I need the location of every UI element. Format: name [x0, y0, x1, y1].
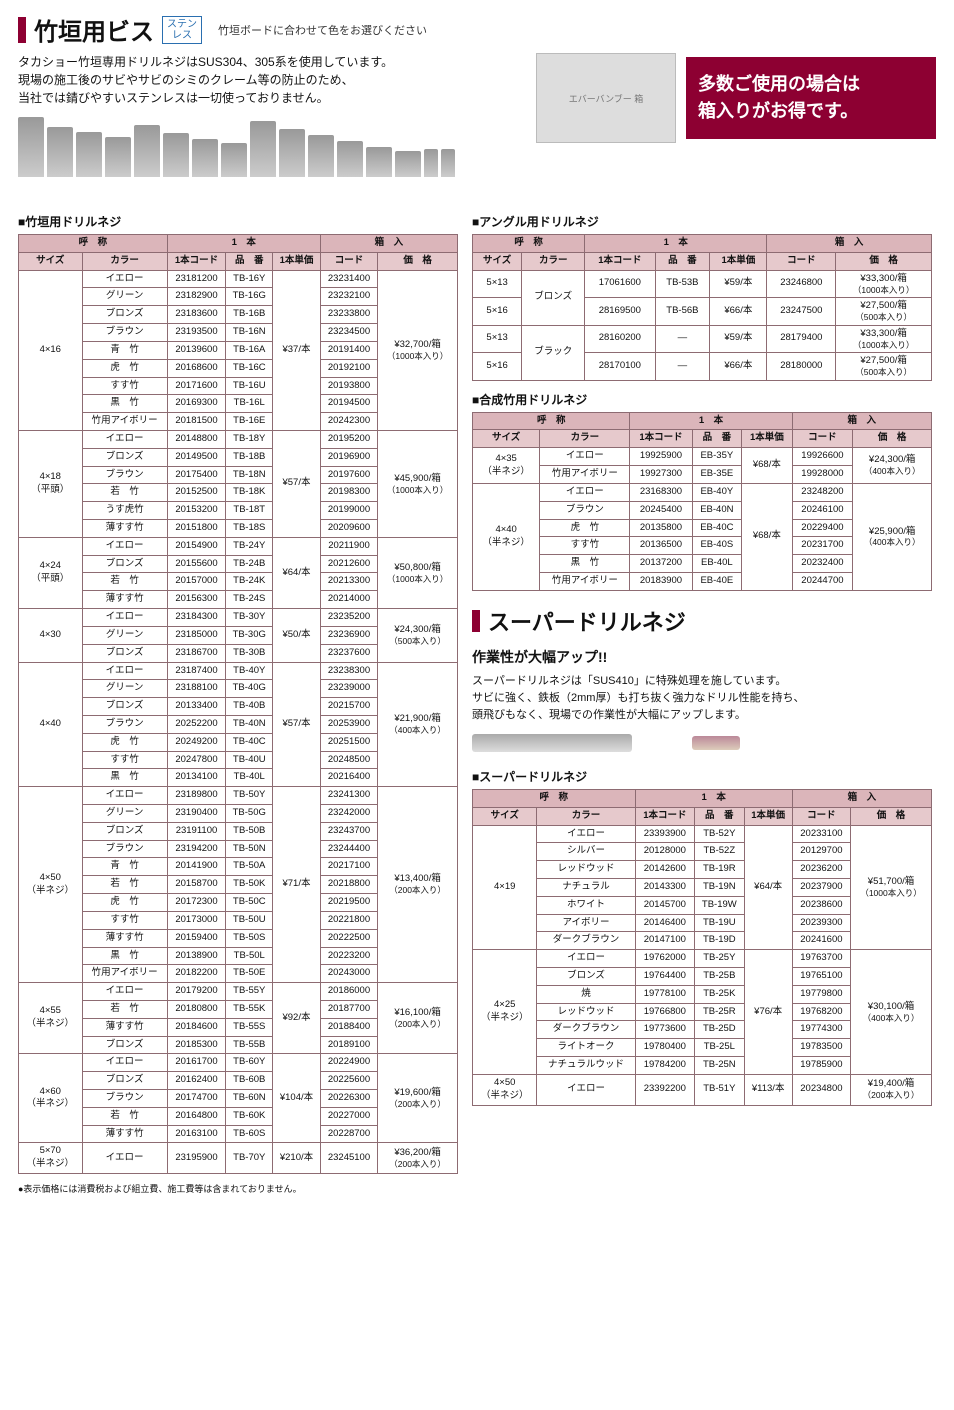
table-row: 4×19イエロー23393900TB-52Y¥64/本20233100¥51,7…: [473, 825, 932, 843]
super-drill-lead: 作業性が大幅アップ!!: [472, 647, 932, 667]
section-title-angle: ■アングル用ドリルネジ: [472, 213, 932, 230]
table-row: 5×70（半ネジ）イエロー23195900TB-70Y¥210/本2324510…: [19, 1143, 458, 1174]
promo-block: エバーバンブー 箱 多数ご使用の場合は 箱入りがお得です。: [536, 53, 936, 143]
screw-long-icon: [472, 734, 632, 752]
title-note: 竹垣ボードに合わせて色をお選びください: [218, 22, 427, 38]
table-row: 4×40イエロー23187400TB-40Y¥57/本23238300¥21,9…: [19, 662, 458, 680]
table-row: 4×55（半ネジ）イエロー20179200TB-55Y¥92/本20186000…: [19, 983, 458, 1001]
table-angle-drill: 呼 称1 本箱 入 サイズカラー1本コード品 番1本単価コード価 格5×13ブロ…: [472, 234, 932, 381]
table-row: 4×35（半ネジ）イエロー19925900EB-35Y¥68/本19926600…: [473, 448, 932, 466]
table-row: 4×25（半ネジ）イエロー19762000TB-25Y¥76/本19763700…: [473, 950, 932, 968]
section-title-takegaki: ■竹垣用ドリルネジ: [18, 213, 458, 230]
price-footnote: ●表示価格には消費税および組立費、施工費等は含まれておりません。: [18, 1182, 458, 1195]
super-drill-desc: スーパードリルネジは「SUS410」に特殊処理を施しています。 サビに強く、鉄板…: [472, 673, 932, 724]
table-takegaki-drill: 呼 称1 本箱 入 サイズカラー1本コード品 番1本単価コード価 格4×16イエ…: [18, 234, 458, 1174]
table-row: 4×24（平頭）イエロー20154900TB-24Y¥64/本20211900¥…: [19, 537, 458, 555]
table-row: 5×13ブラック28160200—¥59/本28179400¥33,300/箱（…: [473, 325, 932, 353]
table-row: 5×13ブロンズ17061600TB-53B¥59/本23246800¥33,3…: [473, 270, 932, 298]
stainless-badge: ステン レス: [162, 16, 202, 44]
super-drill-image-row: [472, 734, 932, 752]
title-accent-bar: [472, 610, 480, 632]
page-title: 竹垣用ビス: [34, 12, 154, 47]
table-row: 4×40（半ネジ）イエロー23168300EB-40Y¥68/本23248200…: [473, 483, 932, 501]
section-title-super: ■スーパードリルネジ: [472, 768, 932, 785]
title-accent-bar: [18, 17, 26, 43]
table-row: 4×50（半ネジ）イエロー23189800TB-50Y¥71/本23241300…: [19, 787, 458, 805]
table-super-drill: 呼 称1 本箱 入 サイズカラー1本コード品 番1本単価コード価 格4×19イエ…: [472, 789, 932, 1106]
super-drill-heading: スーパードリルネジ: [472, 605, 932, 637]
screw-short-icon: [692, 736, 740, 750]
table-row: 4×16イエロー23181200TB-16Y¥37/本23231400¥32,7…: [19, 270, 458, 288]
table-row: 4×30イエロー23184300TB-30Y¥50/本23235200¥24,3…: [19, 609, 458, 627]
table-row: 4×18（平頭）イエロー20148800TB-18Y¥57/本20195200¥…: [19, 430, 458, 448]
header: 竹垣用ビス ステン レス 竹垣ボードに合わせて色をお選びください タカショー竹垣…: [18, 12, 936, 203]
section-title-gousei: ■合成竹用ドリルネジ: [472, 391, 932, 408]
screw-illustration-row: [18, 117, 496, 177]
promo-text: 多数ご使用の場合は 箱入りがお得です。: [686, 57, 936, 139]
intro-text: タカショー竹垣専用ドリルネジはSUS304、305系を使用しています。 現場の施…: [18, 53, 496, 195]
table-gousei-drill: 呼 称1 本箱 入 サイズカラー1本コード品 番1本単価コード価 格4×35（半…: [472, 412, 932, 591]
table-row: 4×60（半ネジ）イエロー20161700TB-60Y¥104/本2022490…: [19, 1054, 458, 1072]
table-row: 4×50（半ネジ）イエロー23392200TB-51Y¥113/本2023480…: [473, 1074, 932, 1105]
promo-box-image: エバーバンブー 箱: [536, 53, 676, 143]
